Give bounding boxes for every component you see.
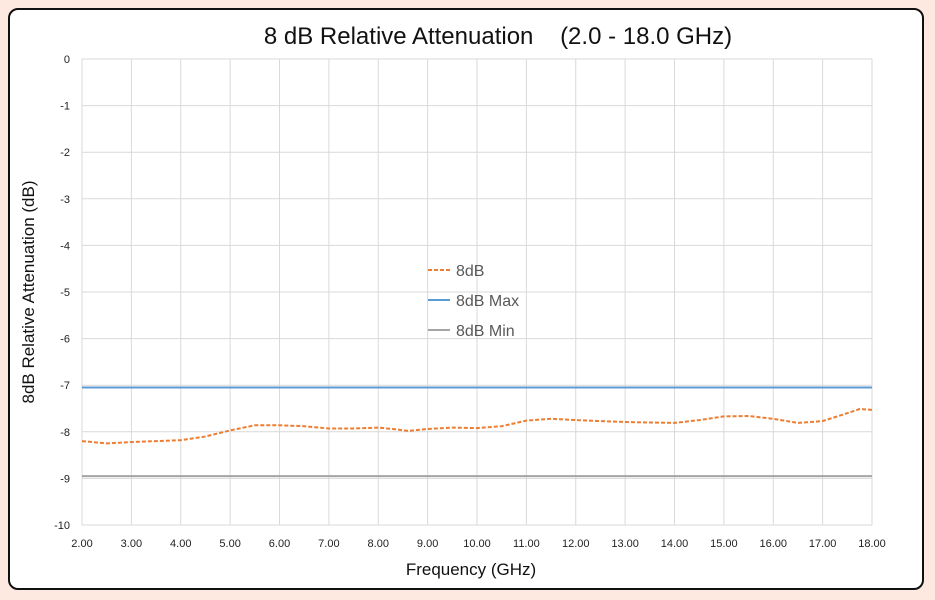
y-tick-label: -3 bbox=[60, 194, 70, 206]
chart-frame bbox=[8, 8, 924, 590]
x-tick-label: 12.00 bbox=[562, 538, 590, 550]
legend-label: 8dB bbox=[456, 263, 484, 280]
legend-label: 8dB Max bbox=[456, 293, 519, 310]
x-tick-label: 3.00 bbox=[121, 538, 142, 550]
x-tick-label: 10.00 bbox=[463, 538, 491, 550]
y-tick-labels: 0 -1 -2 -3 -4 -5 -6 -7 -8 -9 -10 bbox=[54, 54, 70, 532]
y-tick-label: -7 bbox=[60, 380, 70, 392]
y-tick-label: -6 bbox=[60, 334, 70, 346]
legend-label: 8dB Min bbox=[456, 323, 515, 340]
y-tick-label: 0 bbox=[64, 54, 70, 66]
y-tick-label: -9 bbox=[60, 473, 70, 485]
y-axis-title: 8dB Relative Attenuation (dB) bbox=[19, 180, 38, 403]
x-tick-label: 15.00 bbox=[710, 538, 738, 550]
x-tick-label: 7.00 bbox=[318, 538, 339, 550]
series-lines bbox=[81, 386, 873, 478]
series-line-8db bbox=[81, 408, 873, 445]
x-tick-label: 9.00 bbox=[417, 538, 438, 550]
x-tick-label: 16.00 bbox=[759, 538, 787, 550]
x-tick-label: 8.00 bbox=[368, 538, 389, 550]
x-tick-label: 18.00 bbox=[858, 538, 886, 550]
y-tick-label: -5 bbox=[60, 287, 70, 299]
x-axis-title: Frequency (GHz) bbox=[406, 560, 536, 579]
chart-title: 8 dB Relative Attenuation (2.0 - 18.0 GH… bbox=[264, 23, 732, 50]
x-tick-label: 4.00 bbox=[170, 538, 191, 550]
x-tick-label: 6.00 bbox=[269, 538, 290, 550]
y-tick-label: -8 bbox=[60, 427, 70, 439]
x-tick-label: 14.00 bbox=[661, 538, 689, 550]
x-tick-labels: 2.00 3.00 4.00 5.00 6.00 7.00 8.00 9.00 10.00 11.… bbox=[71, 538, 885, 550]
x-tick-label: 11.00 bbox=[513, 538, 540, 550]
y-tick-label: -2 bbox=[60, 147, 70, 159]
x-tick-label: 13.00 bbox=[611, 538, 639, 550]
x-tick-label: 17.00 bbox=[809, 538, 837, 550]
y-tick-label: -1 bbox=[60, 101, 70, 113]
y-tick-label: -10 bbox=[54, 520, 70, 532]
y-tick-label: -4 bbox=[60, 240, 70, 252]
legend: 8dB 8dB Max 8dB Min bbox=[428, 263, 519, 340]
x-tick-label: 5.00 bbox=[219, 538, 240, 550]
grid bbox=[81, 58, 873, 526]
x-tick-label: 2.00 bbox=[71, 538, 92, 550]
